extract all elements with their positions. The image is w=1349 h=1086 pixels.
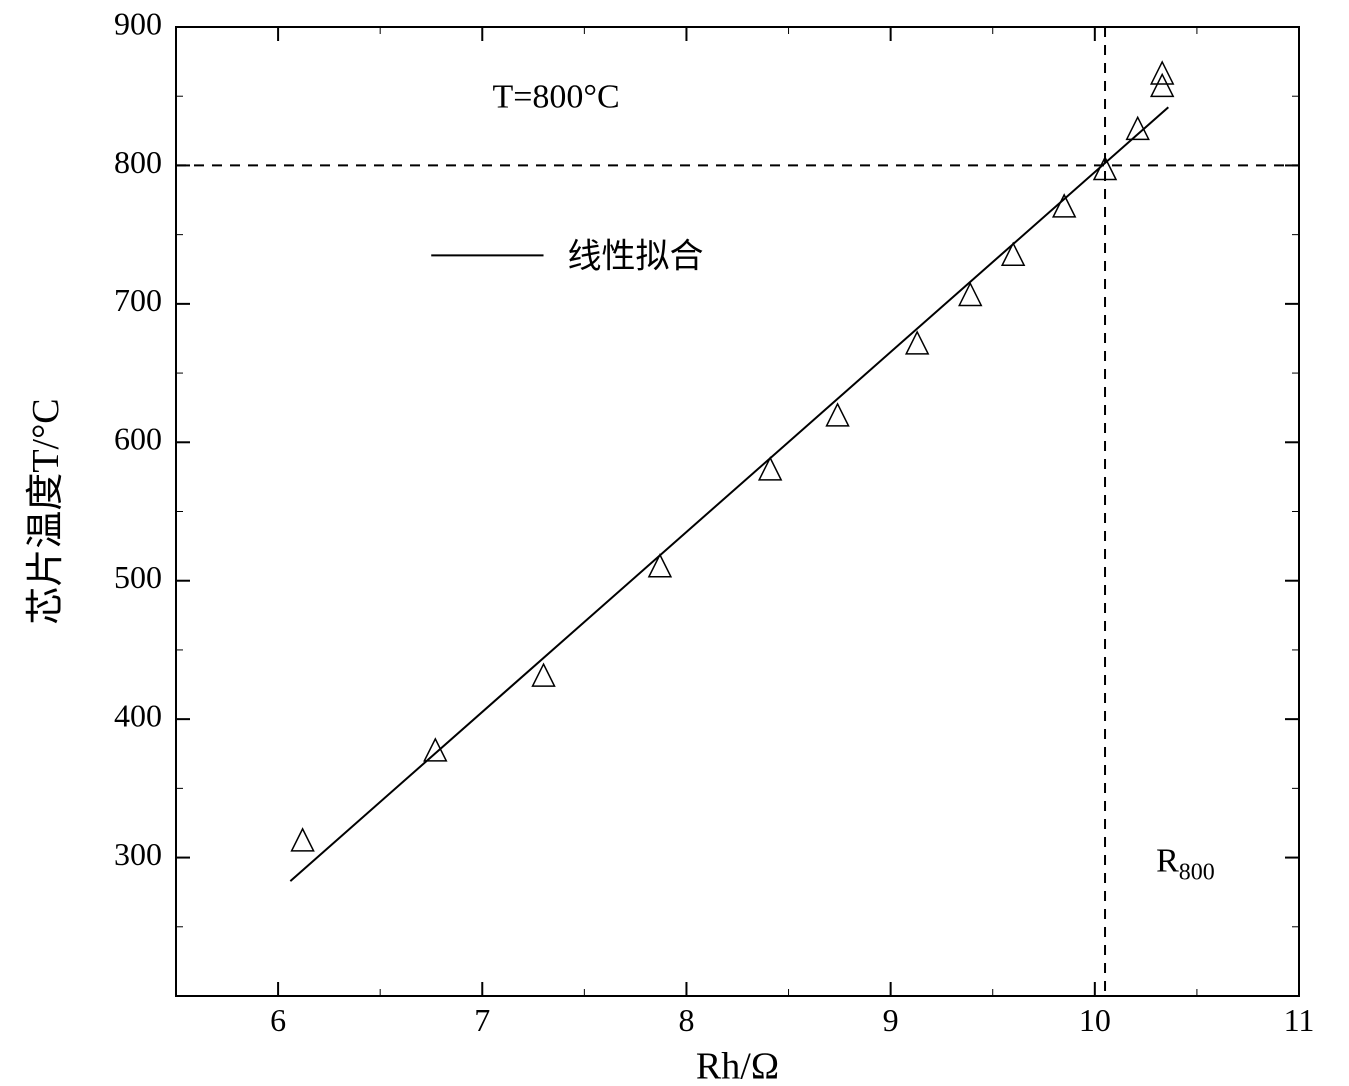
data-marker — [533, 664, 555, 686]
y-tick-label: 900 — [114, 5, 162, 41]
chart-svg: 6 7 8 9 10 11 300 400 500 600 700 800 900 Rh/Ω 芯片温度T/°… — [0, 0, 1349, 1086]
data-marker — [959, 283, 981, 305]
y-tick-label: 700 — [114, 282, 162, 318]
legend-label: 线性拟合 — [568, 237, 704, 275]
data-marker — [424, 739, 446, 761]
x-axis-title: Rh/Ω — [696, 1045, 779, 1086]
x-tick-label: 8 — [678, 1002, 694, 1038]
data-marker — [649, 555, 671, 577]
x-tick-label: 9 — [883, 1002, 899, 1038]
data-marker — [759, 458, 781, 480]
data-marker — [1002, 243, 1024, 265]
data-marker — [827, 404, 849, 426]
annotation-t800: T=800°C — [492, 78, 619, 115]
y-tick-label: 500 — [114, 559, 162, 595]
y-axis-title: 芯片温度T/°C — [25, 398, 67, 624]
x-tick-label: 6 — [270, 1002, 286, 1038]
linear-fit-line — [290, 107, 1168, 881]
data-marker — [292, 829, 314, 851]
y-tick-label: 400 — [114, 697, 162, 733]
y-tick-label: 800 — [114, 144, 162, 180]
chart-container: 6 7 8 9 10 11 300 400 500 600 700 800 900 Rh/Ω 芯片温度T/°… — [0, 0, 1349, 1086]
x-tick-label: 10 — [1079, 1002, 1111, 1038]
y-tick-label: 600 — [114, 421, 162, 457]
annotation-r800: R800 — [1156, 842, 1215, 885]
x-tick-label: 11 — [1284, 1002, 1315, 1038]
x-tick-label: 7 — [474, 1002, 490, 1038]
y-tick-label: 300 — [114, 836, 162, 872]
